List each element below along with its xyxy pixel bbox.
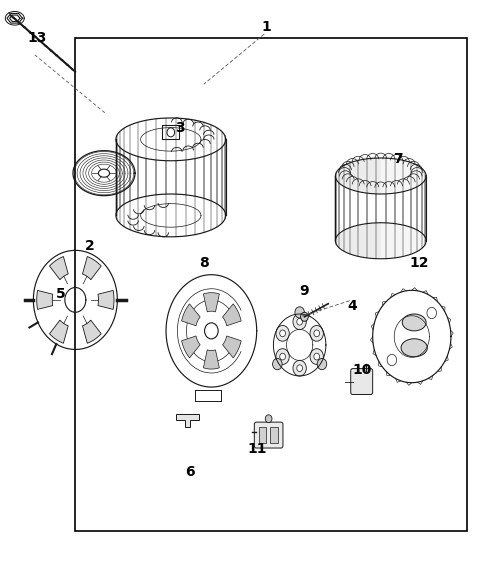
Ellipse shape <box>401 339 427 357</box>
Polygon shape <box>204 293 219 312</box>
Polygon shape <box>336 158 381 259</box>
Text: 8: 8 <box>199 256 209 271</box>
Circle shape <box>273 358 282 370</box>
Circle shape <box>317 358 327 370</box>
Circle shape <box>295 307 304 318</box>
Circle shape <box>204 323 218 339</box>
Text: 1: 1 <box>262 20 271 34</box>
Text: 6: 6 <box>185 465 195 479</box>
FancyBboxPatch shape <box>254 422 283 448</box>
Circle shape <box>265 415 272 423</box>
Circle shape <box>297 365 302 371</box>
Circle shape <box>167 128 175 137</box>
Polygon shape <box>223 336 241 358</box>
Text: 3: 3 <box>176 121 185 135</box>
Circle shape <box>276 349 289 365</box>
Polygon shape <box>181 304 200 326</box>
Circle shape <box>314 353 320 360</box>
Circle shape <box>300 312 308 321</box>
Circle shape <box>280 330 286 337</box>
FancyBboxPatch shape <box>351 368 372 395</box>
Bar <box>259 427 266 443</box>
Circle shape <box>427 307 436 319</box>
Polygon shape <box>49 320 68 343</box>
Polygon shape <box>204 350 219 369</box>
Circle shape <box>297 318 302 325</box>
Circle shape <box>387 354 396 366</box>
Polygon shape <box>223 304 241 326</box>
Polygon shape <box>83 256 101 280</box>
Text: 7: 7 <box>393 152 402 166</box>
Text: 5: 5 <box>56 288 66 301</box>
Text: 11: 11 <box>247 442 266 456</box>
Bar <box>270 427 278 443</box>
Text: 13: 13 <box>27 31 47 45</box>
Text: 2: 2 <box>85 239 95 254</box>
Text: 10: 10 <box>352 363 372 378</box>
Polygon shape <box>98 290 114 310</box>
Polygon shape <box>49 256 68 280</box>
Circle shape <box>310 325 324 341</box>
Text: 4: 4 <box>347 298 357 312</box>
Circle shape <box>276 325 289 341</box>
Polygon shape <box>83 320 101 343</box>
Bar <box>75 38 467 531</box>
Circle shape <box>310 349 324 365</box>
Circle shape <box>280 353 286 360</box>
Circle shape <box>293 314 306 329</box>
Polygon shape <box>37 290 53 310</box>
Polygon shape <box>381 158 426 259</box>
Circle shape <box>293 361 306 376</box>
Ellipse shape <box>402 314 426 331</box>
Text: 12: 12 <box>409 256 429 271</box>
Polygon shape <box>176 414 199 427</box>
Polygon shape <box>181 336 200 358</box>
Circle shape <box>314 330 320 337</box>
Text: 9: 9 <box>300 285 309 298</box>
